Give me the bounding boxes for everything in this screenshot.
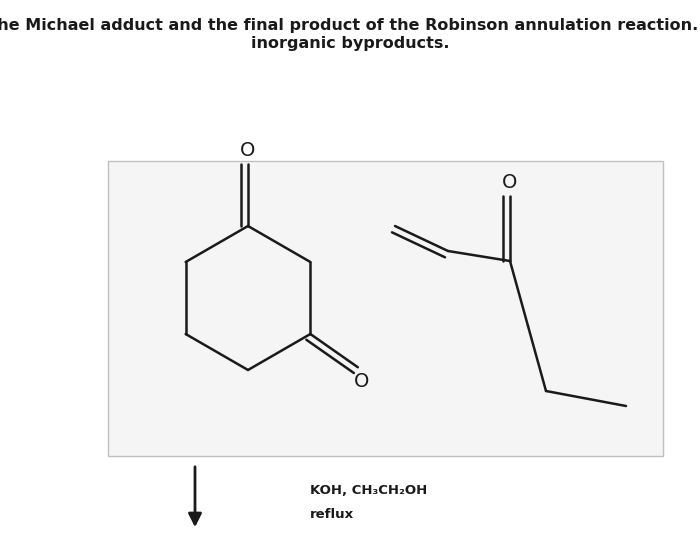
Bar [108, 161, 663, 456]
Text: reflux: reflux [310, 507, 354, 520]
Text: O: O [354, 372, 370, 391]
Text: inorganic byproducts.: inorganic byproducts. [251, 36, 449, 51]
Text: Draw the Michael adduct and the final product of the Robinson annulation reactio: Draw the Michael adduct and the final pr… [0, 18, 700, 33]
Text: KOH, CH₃CH₂OH: KOH, CH₃CH₂OH [310, 484, 427, 497]
Text: O: O [240, 140, 256, 159]
Text: O: O [503, 173, 518, 192]
